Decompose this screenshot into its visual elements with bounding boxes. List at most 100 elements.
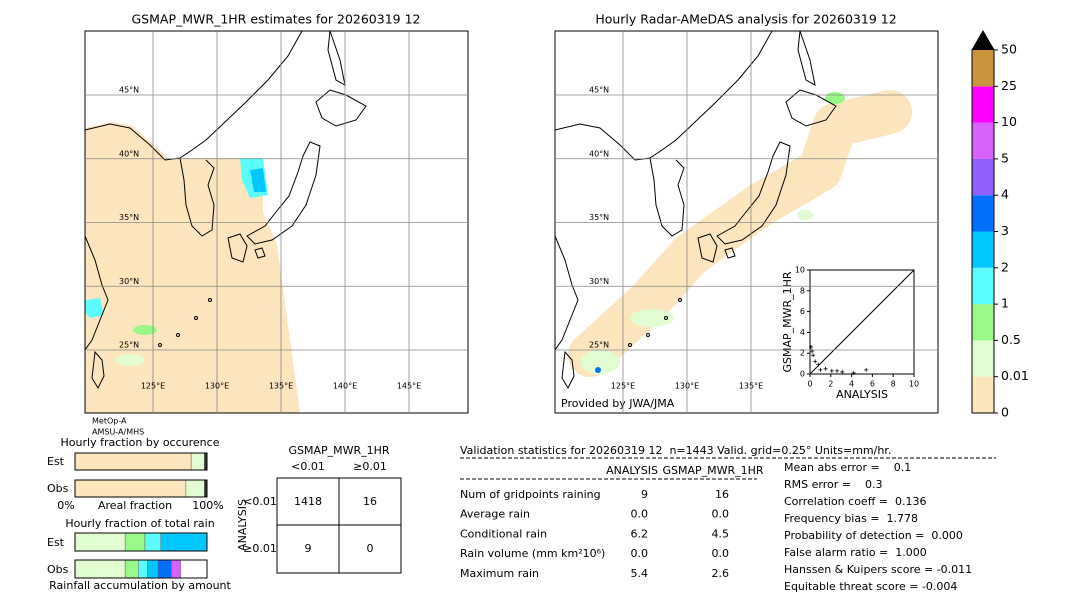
- colorbar-bin: [972, 50, 994, 87]
- colorbar-label: 10: [1001, 114, 1017, 129]
- y-tick-label: 0: [800, 370, 805, 379]
- bar-frame: [74, 452, 208, 471]
- fraction-segment: [74, 559, 126, 579]
- lon-label: 135°E: [269, 382, 293, 391]
- colorbar-label: 25: [1001, 78, 1017, 93]
- colorbar-label: 5: [1001, 150, 1009, 165]
- value: 0.0: [712, 508, 730, 521]
- lat-label: 30°N: [589, 277, 609, 286]
- scatter-point: [810, 349, 815, 354]
- colorbar-label: 3: [1001, 223, 1009, 238]
- fraction-segment: [124, 559, 139, 579]
- scatter-ylabel: GSMAP_MWR_1HR: [781, 271, 794, 372]
- scatter-point: [813, 359, 818, 364]
- row-label: Est: [47, 455, 65, 468]
- colorbar-bin: [972, 340, 994, 377]
- colorbar-bin: [972, 195, 994, 232]
- right-map-frame: [554, 30, 939, 414]
- row-label: Num of gridpoints raining: [460, 488, 601, 501]
- contingency-title: GSMAP_MWR_1HR: [288, 444, 389, 457]
- row-header: ≥0.01: [243, 542, 277, 555]
- colorbar-extend: [972, 31, 994, 50]
- fraction-segment: [124, 532, 146, 552]
- scatter-point: [835, 368, 840, 373]
- colorbar-label: 2: [1001, 259, 1009, 274]
- lat-label: 40°N: [589, 149, 609, 158]
- cell: 9: [305, 542, 312, 555]
- scatter-point: [818, 367, 823, 372]
- value: 0.0: [631, 508, 649, 521]
- left-map-title: GSMAP_MWR_1HR estimates for 20260319 12: [132, 12, 421, 27]
- satellite: MetOp-A: [92, 417, 127, 426]
- lon-label: 140°E: [333, 382, 357, 391]
- column-header: GSMAP_MWR_1HR: [662, 464, 763, 477]
- scatter-point: [829, 368, 834, 373]
- col-header: ≥0.01: [353, 460, 387, 473]
- satellite: AMSU-A/MHS: [92, 428, 144, 437]
- row-label: Average rain: [460, 508, 530, 521]
- row-title: ANALYSIS: [236, 499, 249, 551]
- cell: 1418: [294, 495, 322, 508]
- cell: 16: [363, 495, 377, 508]
- x-tick-label: 2: [828, 380, 833, 389]
- right-map: [555, 31, 912, 389]
- colorbar-bin: [972, 122, 994, 159]
- row-label: Maximum rain: [460, 567, 539, 580]
- score: Frequency bias = 1.778: [784, 512, 918, 525]
- value: 5.4: [631, 567, 649, 580]
- bar-frame: [74, 559, 208, 579]
- lat-label: 30°N: [119, 277, 139, 286]
- lon-label: 130°E: [675, 382, 699, 391]
- colorbar-label: 0.01: [1001, 368, 1029, 383]
- fraction-segment: [147, 559, 159, 579]
- fraction-segment: [74, 532, 126, 552]
- y-tick-label: 8: [800, 286, 805, 295]
- fraction-segment: [74, 479, 187, 498]
- left-map: [85, 31, 367, 413]
- fraction-segment: [138, 559, 148, 579]
- lat-label: 25°N: [589, 341, 609, 350]
- lat-label: 25°N: [119, 341, 139, 350]
- colorbar-bin: [972, 231, 994, 268]
- credit: Provided by JWA/JMA: [561, 397, 675, 410]
- colorbar-bin: [972, 304, 994, 341]
- value: 4.5: [712, 527, 730, 540]
- score: RMS error = 0.3: [784, 478, 882, 491]
- score: Equitable threat score = -0.004: [784, 580, 957, 593]
- x-label: Areal fraction: [98, 499, 172, 512]
- colorbar-label: 1: [1001, 296, 1009, 311]
- total-rain-footer: Rainfall accumulation by amount: [49, 579, 231, 592]
- right-map-title: Hourly Radar-AMeDAS analysis for 2026031…: [595, 12, 896, 27]
- row-label: Obs: [47, 563, 69, 576]
- fraction-segment: [74, 452, 192, 471]
- scatter-point: [840, 369, 845, 374]
- lon-label: 125°E: [141, 382, 165, 391]
- row-label: Est: [47, 536, 65, 549]
- y-tick-label: 6: [800, 307, 805, 316]
- occurrence-title: Hourly fraction by occurence: [61, 436, 220, 449]
- fraction-segment: [171, 559, 181, 579]
- value: 0.0: [712, 547, 730, 560]
- row-label: Obs: [47, 482, 69, 495]
- score: Mean abs error = 0.1: [784, 461, 911, 474]
- x-label: 100%: [192, 499, 223, 512]
- colorbar-bin: [972, 267, 994, 305]
- colorbar-bin: [972, 376, 994, 413]
- lat-label: 45°N: [589, 86, 609, 95]
- value: 0.0: [631, 547, 649, 560]
- total-rain-title: Hourly fraction of total rain: [65, 517, 214, 530]
- y-tick-label: 10: [795, 266, 805, 275]
- colorbar-label: 50: [1001, 42, 1017, 57]
- colorbar-label: 0.5: [1001, 332, 1021, 347]
- col-header: <0.01: [291, 460, 325, 473]
- row-header: <0.01: [243, 495, 277, 508]
- y-tick-label: 2: [800, 349, 805, 358]
- x-tick-label: 10: [909, 380, 919, 389]
- x-label: 0%: [57, 499, 74, 512]
- fraction-segment: [144, 532, 162, 552]
- validation-header: Validation statistics for 20260319 12 n=…: [460, 444, 891, 457]
- value: 16: [715, 488, 729, 501]
- x-tick-label: 6: [870, 380, 875, 389]
- lat-label: 45°N: [119, 86, 139, 95]
